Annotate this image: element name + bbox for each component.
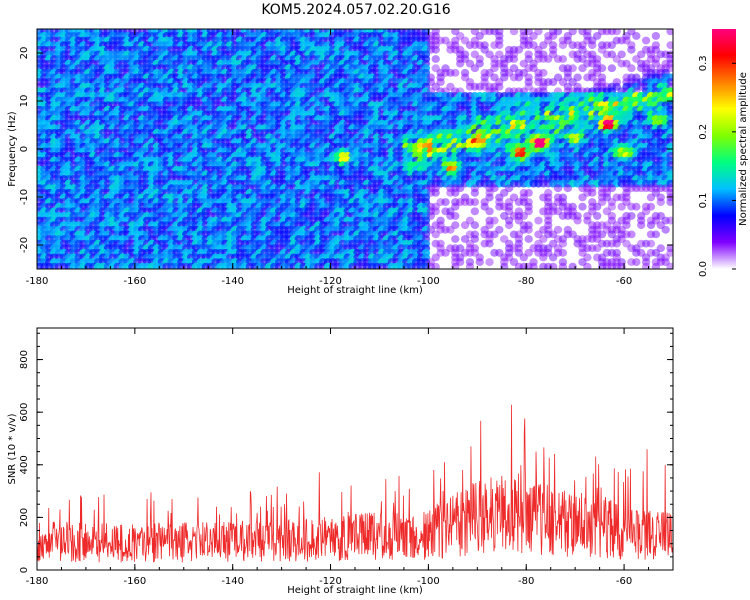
snr-x-tick-label: -160 — [123, 576, 146, 587]
heatmap-x-tick-label: -140 — [221, 276, 244, 287]
colorbar-gradient — [712, 29, 736, 269]
colorbar: 0.0 0.1 0.2 0.3 Normalized spectral amplitu… — [698, 29, 749, 277]
snr-x-axis-label: Height of straight line (km) — [287, 585, 423, 596]
snr-panel: -180 -160 -140 -120 -100 -80 -600200400600800 … — [7, 327, 674, 596]
heatmap-x-tick-label: -180 — [26, 276, 49, 287]
heatmap-y-tick-label: 10 — [19, 95, 30, 108]
snr-x-tick-label: -80 — [518, 576, 534, 587]
heatmap-y-tick-label: 20 — [19, 47, 30, 60]
heatmap-x-tick-label: -120 — [319, 276, 342, 287]
snr-y-tick-label: 800 — [19, 350, 30, 369]
heatmap-cells — [37, 29, 673, 269]
heatmap-x-tick-label: -60 — [616, 276, 632, 287]
colorbar-label: Normalized spectral amplitude — [738, 72, 749, 226]
snr-y-tick-label: 600 — [19, 403, 30, 422]
heatmap-y-axis-label: Frequency (Hz) — [7, 111, 18, 187]
heatmap-x-axis-label: Height of straight line (km) — [287, 285, 423, 296]
colorbar-tick-label: 0.2 — [698, 124, 709, 140]
snr-x-tick-label: -60 — [616, 576, 632, 587]
snr-y-tick-label: 200 — [19, 508, 30, 527]
heatmap-x-tick-label: -80 — [518, 276, 534, 287]
colorbar-tick-label: 0.1 — [698, 192, 709, 208]
heatmap-y-tick-label: -20 — [19, 237, 30, 253]
snr-y-axis-label: SNR (10 * v/v) — [7, 413, 18, 484]
snr-x-tick-label: -100 — [417, 576, 440, 587]
snr-y-tick-label: 0 — [19, 567, 30, 573]
heatmap-y-tick-label: -10 — [19, 189, 30, 205]
snr-x-tick-label: -180 — [26, 576, 49, 587]
heatmap-x-tick-label: -100 — [417, 276, 440, 287]
snr-axes: -180 -160 -140 -120 -100 -80 -60 0 200 400 600 800 — [19, 328, 674, 587]
colorbar-tick-label: 0.3 — [698, 55, 709, 71]
heatmap-y-tick-label: 0 — [19, 146, 30, 152]
snr-x-tick-label: -120 — [319, 576, 342, 587]
figure-title: KOM5.2024.057.02.20.G16 — [261, 2, 450, 18]
snr-series-line — [37, 404, 673, 563]
snr-x-tick-label: -140 — [221, 576, 244, 587]
colorbar-tick-label: 0.0 — [698, 261, 709, 277]
heatmap-x-tick-label: -160 — [123, 276, 146, 287]
snr-y-tick-label: 400 — [19, 455, 30, 474]
colorbar-ticks: 0.0 0.1 0.2 0.3 — [698, 55, 736, 277]
